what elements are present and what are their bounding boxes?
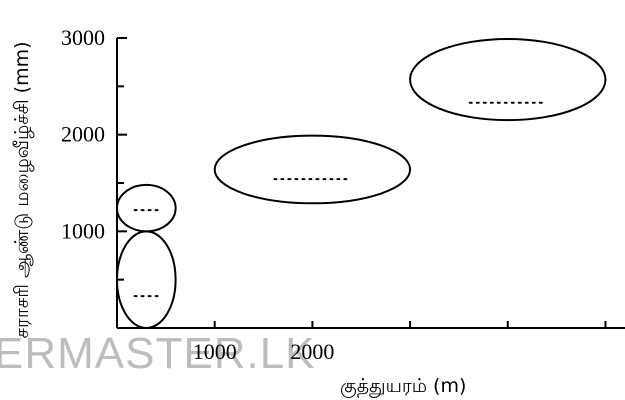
climate-zone-ellipse [116,230,177,329]
y-tick-label: 2000 [61,122,105,147]
climate-zone-ellipse [213,134,412,205]
y-tick-label: 1000 [61,218,105,243]
x-tick-label: 1000 [193,339,237,364]
y-tick-label: 3000 [61,25,105,50]
zones [116,37,607,329]
y-axis-title: சராசரி ஆண்டு மழைவீழ்ச்சி (mm) [11,41,34,338]
climate-zone-ellipse [409,37,607,122]
x-axis-title: குத்துயரம் (m) [340,375,466,398]
axes: 1000 2000 3000 1000 2000 [61,25,625,364]
watermark: ERMASTER.LK [0,329,316,378]
axis-labels: குத்துயரம் (m) சராசரி ஆண்டு மழைவீழ்ச்சி … [11,41,466,398]
climate-zone-ellipse [116,183,177,233]
x-tick-label: 2000 [290,339,334,364]
